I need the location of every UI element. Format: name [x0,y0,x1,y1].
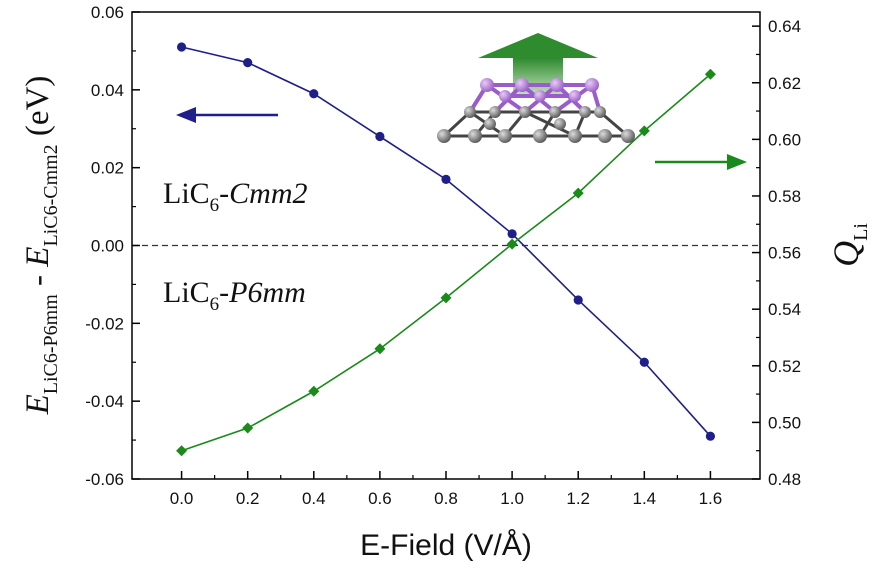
series-0-point [176,42,187,52]
x-tick-label: 1.0 [500,489,524,508]
left-axis-arrow [176,107,278,123]
series-1-point [638,125,650,137]
right-tick-label: 0.52 [768,357,801,376]
x-tick-label: 1.2 [566,489,590,508]
annotation-lower-phase: LiC6-P6mm [163,276,306,315]
left-tick-label: -0.02 [85,314,124,333]
right-tick-label: 0.62 [768,74,801,93]
inset-structure-image [437,33,635,143]
series-layer [176,42,716,457]
series-0-point [507,229,517,239]
series-0-line [181,46,712,437]
series-1-point [506,238,518,250]
left-tick-label: -0.06 [85,470,124,489]
series-0-point [441,174,451,184]
series-0-point [573,295,583,305]
right-tick-label: 0.64 [768,17,801,36]
right-axis-arrow [655,154,747,170]
left-tick-label: 0.00 [91,237,124,256]
series-1-point [572,187,584,199]
series-0-point [639,357,649,367]
x-tick-label: 1.4 [632,489,656,508]
x-axis-ticks: 0.0 0.2 0.4 0.6 0.8 1.0 1.2 1.4 1.6 [170,471,722,508]
annotation-upper-phase: LiC6-Cmm2 [163,177,308,216]
right-tick-label: 0.50 [768,413,801,432]
carbon-atoms [437,106,635,143]
right-tick-label: 0.56 [768,244,801,263]
right-axis-label: QLi [826,223,872,267]
series-1-point [704,68,716,80]
left-tick-label: -0.04 [85,392,124,411]
x-axis-label: E-Field (V/Å) [360,529,532,562]
x-tick-label: 0.2 [236,489,260,508]
series-1-point [308,385,320,397]
series-0-point [243,57,253,68]
right-tick-label: 0.54 [768,300,801,319]
series-0-point [309,89,319,99]
series-0-point [375,131,385,142]
right-tick-label: 0.60 [768,130,801,149]
left-axis-label: ELiC6-P6mm - ELiC6-Cmm2 (eV) [20,76,62,416]
left-tick-label: 0.02 [91,159,124,178]
series-1-point [374,343,386,355]
series-1-point [440,292,452,304]
x-tick-label: 0.4 [302,489,326,508]
left-tick-label: 0.06 [91,3,124,22]
series-0-point [705,431,716,441]
x-tick-label: 0.6 [368,489,392,508]
x-tick-label: 1.6 [699,489,723,508]
right-axis-ticks: 0.48 0.50 0.52 0.54 0.56 0.58 0.60 0.62 0.64 [752,17,801,489]
series-1-point [176,445,188,457]
lithium-atoms [480,78,599,102]
series-1-point [242,422,254,434]
field-direction-arrow [478,33,598,98]
x-tick-label: 0.0 [170,489,194,508]
left-tick-label: 0.04 [91,81,124,100]
right-tick-label: 0.58 [768,187,801,206]
x-tick-label: 0.8 [434,489,458,508]
left-axis-ticks: -0.06 -0.04 -0.02 0.00 0.02 0.04 0.06 [85,3,140,489]
right-tick-label: 0.48 [768,470,801,489]
